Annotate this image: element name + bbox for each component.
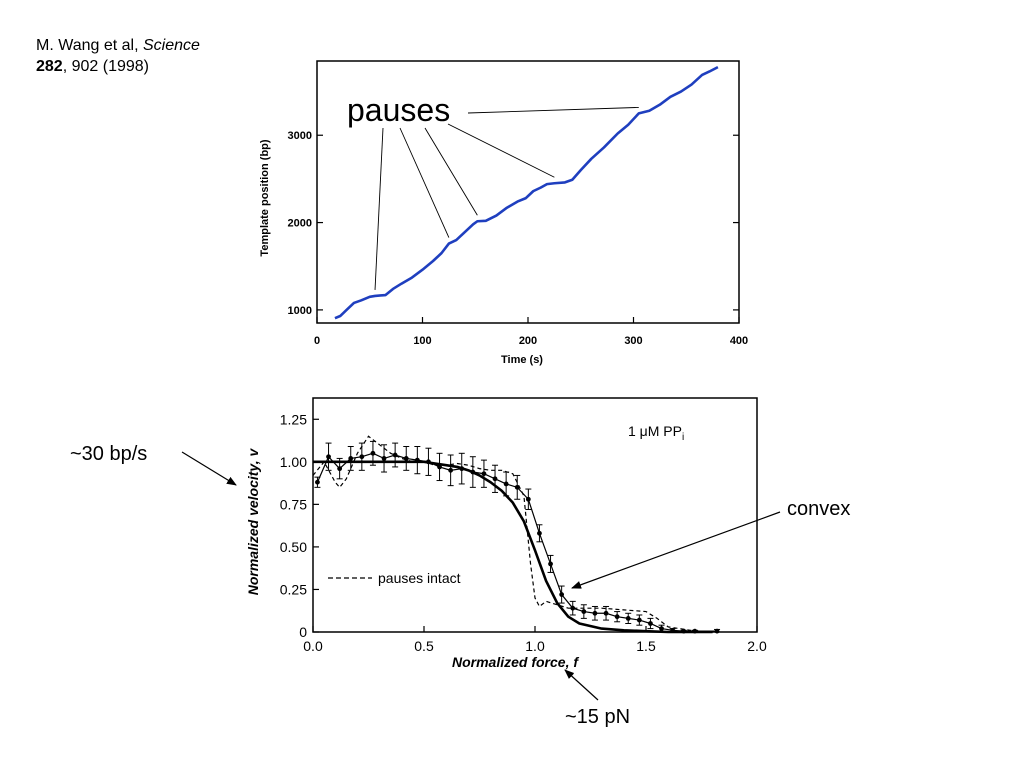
- data-point: [348, 456, 354, 461]
- pauses-label: pauses: [347, 92, 450, 128]
- data-point: [570, 605, 576, 611]
- pause-pointer-line: [467, 106, 639, 114]
- citation-volume: 282: [36, 58, 63, 75]
- speed-arrow: [181, 451, 237, 486]
- pause-pointer-line: [374, 127, 384, 290]
- data-point: [437, 464, 442, 470]
- y-tick-label: 0: [299, 624, 307, 640]
- citation-authors: M. Wang et al,: [36, 37, 143, 54]
- data-point: [470, 469, 476, 475]
- y-axis-label: Template position (bp): [259, 139, 271, 256]
- citation: M. Wang et al, Science 282, 902 (1998): [36, 35, 200, 77]
- x-tick-label: 1.5: [636, 638, 656, 654]
- inset-label-main: 1 μM PP: [628, 423, 682, 439]
- x-tick-label: 400: [730, 335, 748, 347]
- data-point: [581, 609, 587, 614]
- y-tick-label: 1000: [288, 305, 312, 317]
- x-tick-label: 2.0: [747, 638, 767, 654]
- force-annotation: ~15 pN: [565, 706, 630, 728]
- citation-journal: Science: [143, 37, 200, 54]
- data-point: [559, 592, 565, 597]
- data-point: [492, 476, 498, 482]
- data-point: [359, 454, 365, 460]
- time-position-chart: 0 100 200 300 400 1000 2000 3000 Time (s) Templ…: [259, 60, 749, 366]
- y-axis-label: Normalized velocity, v: [245, 448, 261, 596]
- data-point: [414, 457, 420, 463]
- data-point: [714, 628, 720, 634]
- x-tick-label: 0: [314, 335, 320, 347]
- data-point: [514, 484, 520, 490]
- citation-rest: , 902 (1998): [62, 58, 149, 75]
- data-point: [448, 467, 454, 473]
- data-point: [648, 621, 653, 626]
- inset-label: 1 μM PPi: [628, 423, 684, 443]
- data-point: [481, 471, 487, 477]
- x-tick-label: 0.5: [414, 638, 434, 654]
- x-axis-label: Time (s): [501, 354, 543, 366]
- position-trace: [334, 65, 719, 320]
- speed-annotation: ~30 bp/s: [70, 443, 147, 465]
- data-point: [503, 481, 509, 487]
- legend-label: pauses intact: [378, 570, 461, 586]
- data-point: [337, 466, 343, 472]
- data-point: [692, 628, 698, 634]
- pause-pointer-line: [424, 127, 478, 216]
- data-point: [603, 610, 609, 616]
- y-tick-label: 1.00: [280, 454, 307, 470]
- y-tick-label: 0.25: [280, 581, 307, 597]
- x-axis-label: Normalized force, f: [452, 654, 579, 670]
- data-point: [403, 456, 409, 461]
- y-tick-label: 0.75: [280, 496, 307, 512]
- data-point: [625, 615, 631, 621]
- x-tick-label: 200: [519, 335, 537, 347]
- data-point: [370, 450, 376, 456]
- data-point: [315, 479, 320, 485]
- data-point: [381, 456, 387, 461]
- data-point: [659, 626, 664, 631]
- data-point: [548, 561, 553, 567]
- pause-pointer-line: [399, 127, 450, 238]
- y-tick-label: 0.50: [280, 539, 307, 555]
- data-point: [525, 496, 531, 502]
- bottom-ticks: 0.0 0.5 1.0 1.5 2.0 0 0.25 0.50 0.75 1.00 1.25: [280, 411, 767, 654]
- data-point: [670, 627, 676, 633]
- data-point: [392, 452, 398, 458]
- top-ticks: 0 100 200 300 400 1000 2000 3000: [288, 130, 749, 347]
- y-tick-label: 1.25: [280, 411, 307, 427]
- pauses-intact-curve: [312, 435, 713, 633]
- data-point: [537, 530, 542, 536]
- y-tick-label: 3000: [288, 130, 312, 142]
- top-series: [334, 65, 719, 320]
- convex-arrow: [571, 511, 781, 589]
- bottom-series: [312, 435, 721, 634]
- data-point: [614, 614, 620, 620]
- data-point: [681, 628, 687, 634]
- data-point: [592, 610, 598, 616]
- fit-curve: [313, 460, 713, 634]
- data-point: [459, 466, 465, 472]
- pause-pointer-line: [447, 123, 555, 178]
- convex-annotation: convex: [787, 498, 850, 520]
- pause-pointer-lines: [374, 106, 639, 290]
- x-tick-label: 0.0: [303, 638, 323, 654]
- force-velocity-chart: 0.0 0.5 1.0 1.5 2.0 0 0.25 0.50 0.75 1.00 1.25 Nor…: [245, 397, 767, 670]
- x-tick-label: 1.0: [525, 638, 545, 654]
- x-tick-label: 300: [624, 335, 642, 347]
- data-point: [636, 617, 642, 623]
- data-point: [326, 454, 331, 460]
- inset-label-sub: i: [682, 432, 684, 443]
- y-tick-label: 2000: [288, 218, 312, 230]
- x-tick-label: 100: [413, 335, 431, 347]
- force-arrow: [564, 669, 599, 701]
- data-point: [426, 459, 431, 465]
